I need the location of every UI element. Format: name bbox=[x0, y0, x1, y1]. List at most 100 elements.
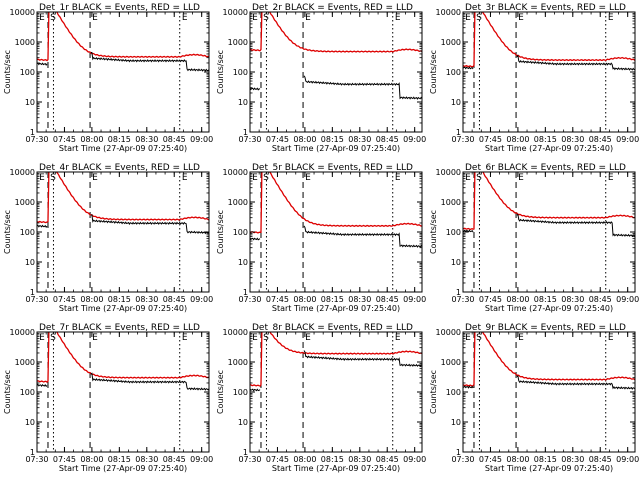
events-series-line bbox=[463, 213, 635, 238]
segment-label: E bbox=[518, 173, 524, 183]
y-tick-label: 1000 bbox=[15, 358, 35, 367]
x-tick-label: 07:30 bbox=[238, 295, 261, 304]
events-series-line bbox=[37, 214, 209, 235]
x-tick-label: 07:45 bbox=[266, 295, 289, 304]
y-axis-label: Counts/sec bbox=[216, 50, 225, 94]
y-tick-label: 10000 bbox=[10, 328, 35, 337]
y-tick-label: 10 bbox=[238, 258, 248, 267]
lld-series-line bbox=[250, 12, 422, 53]
segment-label: E bbox=[395, 333, 401, 343]
y-axis-label: Counts/sec bbox=[429, 370, 438, 414]
y-tick-label: 100 bbox=[20, 388, 35, 397]
y-tick-label: 10000 bbox=[436, 168, 461, 177]
segment-label: E bbox=[395, 173, 401, 183]
y-tick-label: 10 bbox=[25, 258, 35, 267]
x-axis-label: Start Time (27-Apr-09 07:25:40) bbox=[272, 304, 400, 313]
segment-label: E bbox=[92, 333, 98, 343]
plot-frame bbox=[249, 171, 423, 293]
y-axis-label: Counts/sec bbox=[3, 50, 12, 94]
x-tick-label: 08:45 bbox=[376, 135, 399, 144]
y-tick-label: 10000 bbox=[10, 8, 35, 17]
segment-label: E bbox=[252, 173, 258, 183]
x-tick-label: 07:30 bbox=[238, 135, 261, 144]
x-tick-label: 08:00 bbox=[80, 455, 103, 464]
x-axis-label: Start Time (27-Apr-09 07:25:40) bbox=[272, 144, 400, 153]
x-tick-label: 08:15 bbox=[108, 135, 131, 144]
panel-title: Det_3r BLACK = Events, RED = LLD bbox=[465, 3, 626, 13]
x-tick-label: 09:00 bbox=[403, 135, 426, 144]
segment-label: E bbox=[608, 333, 614, 343]
y-tick-label: 10 bbox=[25, 98, 35, 107]
events-series-line bbox=[37, 51, 209, 72]
events-series-line bbox=[250, 350, 422, 392]
y-tick-label: 100 bbox=[20, 68, 35, 77]
lld-series-line bbox=[463, 332, 635, 387]
x-tick-label: 08:00 bbox=[506, 455, 529, 464]
y-tick-label: 10000 bbox=[436, 328, 461, 337]
x-tick-label: 07:30 bbox=[451, 455, 474, 464]
segment-label: E bbox=[39, 333, 45, 343]
y-tick-label: 10000 bbox=[223, 328, 248, 337]
x-tick-label: 07:45 bbox=[266, 455, 289, 464]
x-tick-label: 08:30 bbox=[561, 455, 584, 464]
plot-frame bbox=[249, 331, 423, 453]
plot-frame bbox=[36, 171, 210, 293]
segment-label: E bbox=[182, 13, 188, 23]
y-tick-label: 1 bbox=[456, 448, 461, 457]
x-tick-label: 07:45 bbox=[53, 295, 76, 304]
y-tick-label: 1000 bbox=[441, 38, 461, 47]
x-tick-label: 08:45 bbox=[163, 295, 186, 304]
y-tick-label: 1000 bbox=[228, 198, 248, 207]
lld-series-line bbox=[250, 332, 422, 387]
segment-label: S bbox=[50, 333, 56, 343]
x-axis-label: Start Time (27-Apr-09 07:25:40) bbox=[272, 464, 400, 473]
x-tick-label: 09:00 bbox=[403, 455, 426, 464]
panel-title: Det_1r BLACK = Events, RED = LLD bbox=[39, 3, 200, 13]
x-tick-label: 09:00 bbox=[190, 455, 213, 464]
y-tick-label: 1 bbox=[243, 288, 248, 297]
y-tick-label: 1000 bbox=[441, 198, 461, 207]
x-tick-label: 08:15 bbox=[534, 295, 557, 304]
x-tick-label: 08:15 bbox=[108, 295, 131, 304]
x-tick-label: 09:00 bbox=[403, 295, 426, 304]
segment-label: S bbox=[476, 173, 482, 183]
x-tick-label: 08:30 bbox=[135, 295, 158, 304]
plot-frame bbox=[462, 171, 636, 293]
y-tick-label: 1000 bbox=[15, 198, 35, 207]
x-tick-label: 08:30 bbox=[135, 455, 158, 464]
segment-label: E bbox=[465, 13, 471, 23]
x-tick-label: 08:30 bbox=[348, 135, 371, 144]
x-tick-label: 07:45 bbox=[479, 295, 502, 304]
x-tick-label: 08:00 bbox=[506, 295, 529, 304]
y-tick-label: 1 bbox=[30, 448, 35, 457]
y-tick-label: 1000 bbox=[228, 38, 248, 47]
segment-label: E bbox=[608, 13, 614, 23]
x-tick-label: 09:00 bbox=[616, 135, 639, 144]
x-tick-label: 08:00 bbox=[80, 295, 103, 304]
x-tick-label: 07:45 bbox=[266, 135, 289, 144]
events-series-line bbox=[37, 372, 209, 391]
panel-title: Det_9r BLACK = Events, RED = LLD bbox=[465, 323, 626, 333]
segment-label: E bbox=[182, 333, 188, 343]
y-tick-label: 100 bbox=[446, 228, 461, 237]
segment-label: E bbox=[252, 333, 258, 343]
y-tick-label: 10 bbox=[238, 418, 248, 427]
y-tick-label: 100 bbox=[446, 68, 461, 77]
x-axis-label: Start Time (27-Apr-09 07:25:40) bbox=[59, 144, 187, 153]
x-tick-label: 08:00 bbox=[293, 455, 316, 464]
x-axis-label: Start Time (27-Apr-09 07:25:40) bbox=[485, 304, 613, 313]
segment-label: S bbox=[263, 173, 269, 183]
x-tick-label: 08:00 bbox=[506, 135, 529, 144]
x-axis-label: Start Time (27-Apr-09 07:25:40) bbox=[485, 464, 613, 473]
y-tick-label: 1000 bbox=[228, 358, 248, 367]
x-tick-label: 09:00 bbox=[616, 295, 639, 304]
x-tick-label: 08:45 bbox=[376, 455, 399, 464]
x-tick-label: 08:15 bbox=[321, 455, 344, 464]
events-series-line bbox=[250, 225, 422, 248]
y-tick-label: 10 bbox=[451, 418, 461, 427]
x-axis-label: Start Time (27-Apr-09 07:25:40) bbox=[59, 464, 187, 473]
